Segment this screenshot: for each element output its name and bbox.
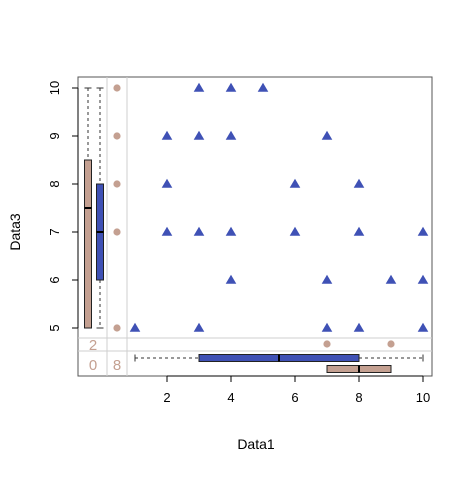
data-point-triangle (193, 322, 205, 332)
data-point-triangle (321, 322, 333, 332)
data-point-triangle (385, 274, 397, 284)
data-point-triangle (417, 274, 429, 284)
data-point-triangle (161, 130, 173, 140)
missing-x-dot (113, 132, 121, 140)
data-point-triangle (289, 226, 301, 236)
data-point-triangle (129, 322, 141, 332)
data-point-triangle (225, 82, 237, 92)
missing-count-corner: 0 (89, 357, 97, 374)
y-tick-label: 10 (47, 81, 62, 95)
x-tick-label: 10 (416, 390, 430, 405)
data-point-triangle (225, 226, 237, 236)
data-point-triangle (161, 226, 173, 236)
data-point-triangle (353, 322, 365, 332)
x-axis-label: Data1 (237, 436, 275, 452)
y-tick-label: 8 (47, 180, 62, 187)
data-point-triangle (225, 274, 237, 284)
x-tick-label: 8 (355, 390, 362, 405)
missing-x-dot (113, 180, 121, 188)
data-point-triangle (353, 178, 365, 188)
y-axis-label: Data3 (7, 213, 23, 251)
data-point-triangle (417, 226, 429, 236)
x-tick-label: 2 (163, 390, 170, 405)
data-point-triangle (321, 274, 333, 284)
data-point-triangle (193, 82, 205, 92)
missing-count-x: 8 (113, 357, 121, 374)
data-point-triangle (353, 226, 365, 236)
data-point-triangle (321, 130, 333, 140)
data-point-triangle (289, 178, 301, 188)
data-point-triangle (193, 130, 205, 140)
data-point-dot (387, 340, 395, 348)
x-tick-label: 6 (291, 390, 298, 405)
data-point-triangle (257, 82, 269, 92)
data-point-triangle (225, 130, 237, 140)
missing-count-y: 2 (89, 337, 97, 354)
data-point-triangle (193, 226, 205, 236)
missing-x-dot (113, 228, 121, 236)
missing-x-dot (113, 84, 121, 92)
y-tick-label: 6 (47, 276, 62, 283)
x-tick-label: 4 (227, 390, 234, 405)
boxplot-y-all-box (84, 159, 92, 329)
data-point-triangle (161, 178, 173, 188)
data-point-triangle (417, 322, 429, 332)
y-tick-label: 9 (47, 132, 62, 139)
y-tick-label: 7 (47, 228, 62, 235)
y-tick-label: 5 (47, 324, 62, 331)
data-point-dot (323, 340, 331, 348)
missing-x-dot (113, 324, 121, 332)
